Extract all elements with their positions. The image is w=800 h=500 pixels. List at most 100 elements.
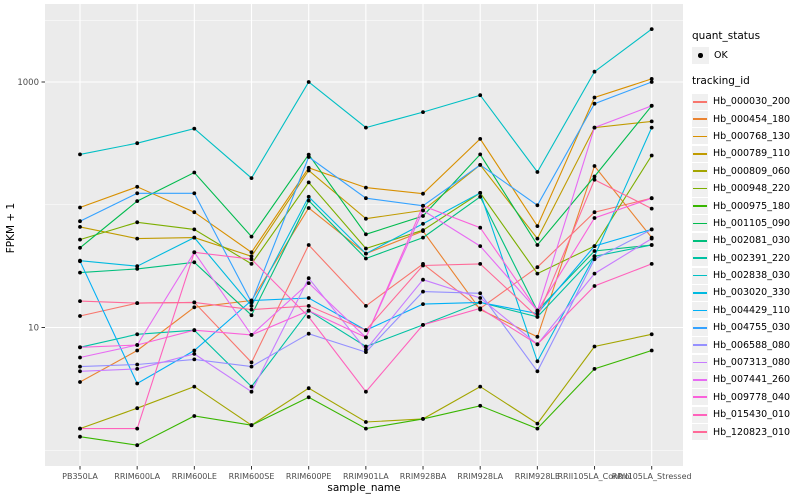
data-point: [306, 180, 311, 185]
data-point: [421, 228, 425, 233]
legend-key-line-icon: [692, 232, 708, 249]
data-point: [478, 291, 483, 296]
legend-item-label: Hb_120823_010: [713, 426, 791, 438]
data-point: [535, 369, 540, 374]
data-point: [364, 251, 368, 256]
legend-key-line-icon: [692, 111, 708, 128]
data-point: [306, 281, 311, 285]
legend-item-label: OK: [714, 50, 728, 61]
data-point: [535, 359, 540, 364]
legend-title-tracking-id: tracking_id: [692, 75, 750, 87]
data-point: [592, 271, 597, 276]
data-point: [135, 332, 140, 337]
data-point: [592, 244, 597, 249]
data-point: [78, 237, 82, 242]
legend-key-line-icon: [692, 406, 708, 423]
data-point: [192, 210, 197, 215]
y-tick-label: 1000: [17, 78, 39, 88]
x-tick-label: PB350LA: [62, 472, 98, 481]
data-point: [249, 262, 254, 266]
data-point: [535, 426, 540, 431]
legend-item-Hb_015430_010: Hb_015430_010: [692, 406, 800, 423]
data-point: [192, 357, 197, 362]
data-point: [192, 328, 197, 333]
data-point: [592, 216, 597, 220]
data-point: [421, 191, 425, 196]
legend-item-label: Hb_002391_220: [713, 252, 791, 264]
legend-key-line-icon: [692, 424, 708, 441]
data-point: [535, 311, 540, 316]
data-point: [135, 367, 140, 371]
data-point: [364, 246, 368, 251]
data-point: [364, 256, 368, 261]
data-point: [192, 348, 197, 353]
legend: quant_status OK tracking_id Hb_000030_20…: [692, 30, 800, 441]
data-point: [364, 420, 368, 424]
y-axis-title: FPKM + 1: [5, 203, 17, 253]
legend-item-Hb_004755_030: Hb_004755_030: [692, 319, 800, 336]
data-point: [421, 110, 425, 114]
data-point: [306, 331, 311, 336]
data-point: [421, 289, 425, 294]
data-point: [135, 267, 140, 271]
data-point: [535, 315, 540, 319]
data-point: [78, 299, 82, 303]
data-point: [478, 191, 483, 195]
data-point: [78, 259, 82, 264]
legend-item-Hb_007313_080: Hb_007313_080: [692, 354, 800, 371]
legend-item-label: Hb_000948_220: [713, 183, 791, 195]
data-point: [649, 262, 654, 266]
data-point: [478, 296, 483, 300]
data-point: [364, 185, 368, 190]
data-point: [535, 203, 540, 208]
data-point: [78, 369, 82, 374]
data-point: [306, 276, 311, 281]
data-point: [592, 95, 597, 100]
data-point: [421, 208, 425, 213]
data-point: [78, 245, 82, 250]
legend-key-line-icon: [692, 302, 708, 319]
data-point: [249, 300, 254, 305]
legend-item-label: Hb_000809_060: [713, 165, 791, 177]
legend-item-label: Hb_009778_040: [713, 391, 791, 403]
legend-item-label: Hb_002838_030: [713, 270, 791, 282]
legend-key-line-icon: [692, 93, 708, 110]
legend-item-Hb_000809_060: Hb_000809_060: [692, 163, 800, 180]
data-point: [78, 270, 82, 275]
legend-item-label: Hb_007441_260: [713, 374, 791, 386]
data-point: [535, 334, 540, 339]
data-point: [592, 254, 597, 259]
legend-item-Hb_000948_220: Hb_000948_220: [692, 180, 800, 197]
data-point: [421, 203, 425, 208]
data-point: [306, 168, 311, 173]
data-point: [306, 206, 311, 210]
legend-title-quant-status: quant_status: [692, 30, 761, 42]
data-point: [535, 170, 540, 174]
data-point: [78, 426, 82, 431]
legend-key-line-icon: [692, 319, 708, 336]
data-point: [135, 301, 140, 305]
data-point: [249, 176, 254, 181]
legend-item-Hb_004429_110: Hb_004429_110: [692, 302, 800, 319]
data-point: [249, 384, 254, 389]
legend-item-label: Hb_007313_080: [713, 357, 791, 369]
data-point: [592, 210, 597, 215]
data-point: [306, 296, 311, 300]
data-point: [78, 434, 82, 439]
x-tick-label: RRIM600LA: [114, 472, 160, 481]
data-point: [421, 235, 425, 240]
data-point: [306, 304, 311, 308]
data-point: [135, 236, 140, 241]
data-point: [649, 119, 654, 124]
data-point: [478, 244, 483, 249]
legend-item-Hb_009778_040: Hb_009778_040: [692, 389, 800, 406]
data-point: [535, 243, 540, 247]
data-point: [135, 184, 140, 189]
data-point: [649, 103, 654, 108]
data-point: [421, 214, 425, 218]
data-point: [649, 27, 654, 31]
legend-item-Hb_006588_080: Hb_006588_080: [692, 336, 800, 354]
data-point: [249, 304, 254, 308]
data-point: [478, 225, 483, 230]
legend-item-label: Hb_000030_200: [713, 96, 791, 108]
